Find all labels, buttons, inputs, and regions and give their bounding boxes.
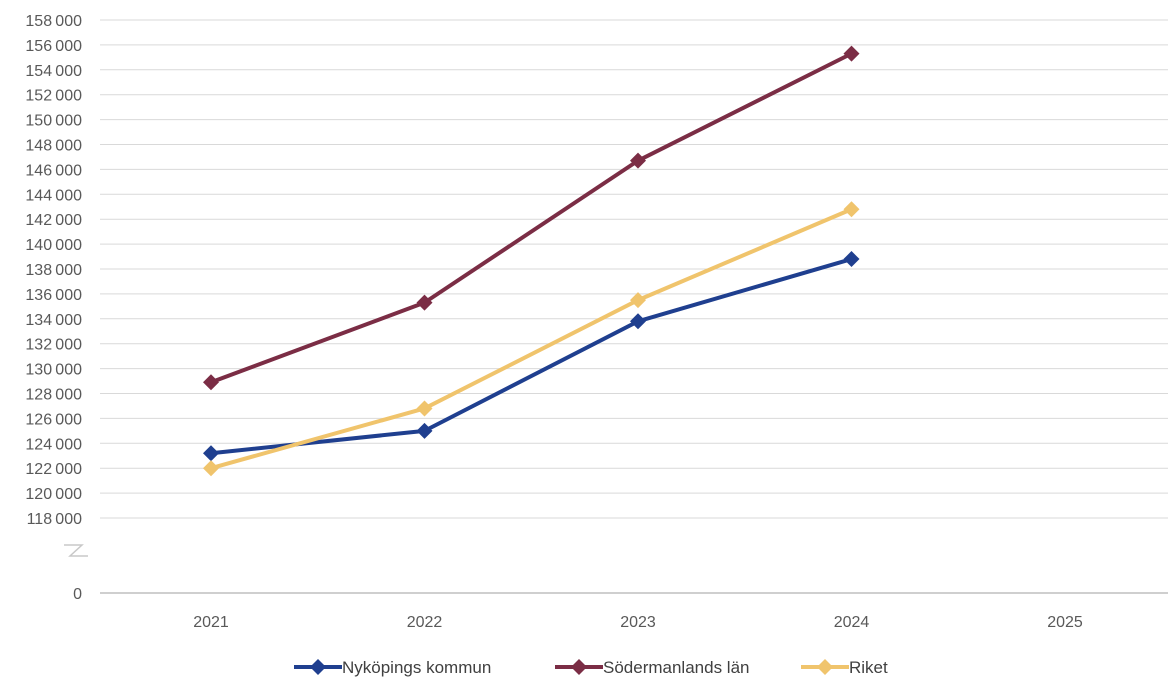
legend-swatch-marker <box>310 659 326 675</box>
series-line <box>210 51 853 385</box>
data-point-marker <box>203 374 219 391</box>
y-tick-label: 144 000 <box>25 187 82 204</box>
axis-break-marker <box>64 544 88 557</box>
data-point-marker <box>843 201 860 218</box>
data-point-marker <box>843 251 860 268</box>
y-tick-label: 124 000 <box>25 436 82 453</box>
data-point-marker <box>630 152 646 169</box>
y-tick-label: 156 000 <box>25 38 82 55</box>
series-line <box>210 257 853 456</box>
y-tick-label: 152 000 <box>25 88 82 105</box>
legend: Nyköpings kommun Södermanlands län Riket <box>294 658 888 677</box>
legend-label: Södermanlands län <box>603 658 749 677</box>
data-point-marker <box>416 422 433 439</box>
gridlines <box>100 19 1168 519</box>
data-point-marker <box>630 292 646 309</box>
y-tick-label: 132 000 <box>25 337 82 354</box>
y-tick-label: 134 000 <box>25 312 82 329</box>
y-tick-label: 142 000 <box>25 212 82 229</box>
legend-label: Nyköpings kommun <box>342 658 491 677</box>
y-tick-zero: 0 <box>73 586 82 603</box>
x-tick-label: 2021 <box>193 614 229 631</box>
data-point-marker <box>416 400 433 417</box>
x-tick-label: 2023 <box>620 614 656 631</box>
y-tick-label: 150 000 <box>25 113 82 130</box>
y-tick-label: 130 000 <box>25 362 82 379</box>
data-point-marker <box>203 445 219 462</box>
y-tick-label: 154 000 <box>25 63 82 80</box>
x-tick-label: 2022 <box>407 614 443 631</box>
series-line <box>210 207 853 471</box>
y-tick-label: 148 000 <box>25 138 82 155</box>
y-tick-label: 128 000 <box>25 387 82 404</box>
y-axis-ticks: 118 000 120 000 122 000 124 000 126 000 128 0… <box>25 13 82 528</box>
y-tick-label: 126 000 <box>25 411 82 428</box>
series-lines <box>203 45 860 477</box>
y-tick-label: 138 000 <box>25 262 82 279</box>
legend-swatch-marker <box>571 659 587 675</box>
data-point-marker <box>203 460 219 477</box>
data-point-marker <box>416 294 433 311</box>
legend-label: Riket <box>849 658 888 677</box>
y-tick-label: 140 000 <box>25 237 82 254</box>
data-point-marker <box>843 45 860 62</box>
y-tick-label: 120 000 <box>25 486 82 503</box>
x-axis-ticks: 2021 2022 2023 2024 2025 <box>193 614 1083 631</box>
y-tick-label: 136 000 <box>25 287 82 304</box>
y-tick-label: 146 000 <box>25 162 82 179</box>
x-tick-label: 2024 <box>834 614 870 631</box>
x-tick-label: 2025 <box>1047 614 1083 631</box>
y-tick-label: 122 000 <box>25 461 82 478</box>
y-tick-label: 158 000 <box>25 13 82 30</box>
legend-swatch-marker <box>817 659 833 675</box>
data-point-marker <box>630 313 646 330</box>
y-tick-label: 118 000 <box>27 511 83 528</box>
